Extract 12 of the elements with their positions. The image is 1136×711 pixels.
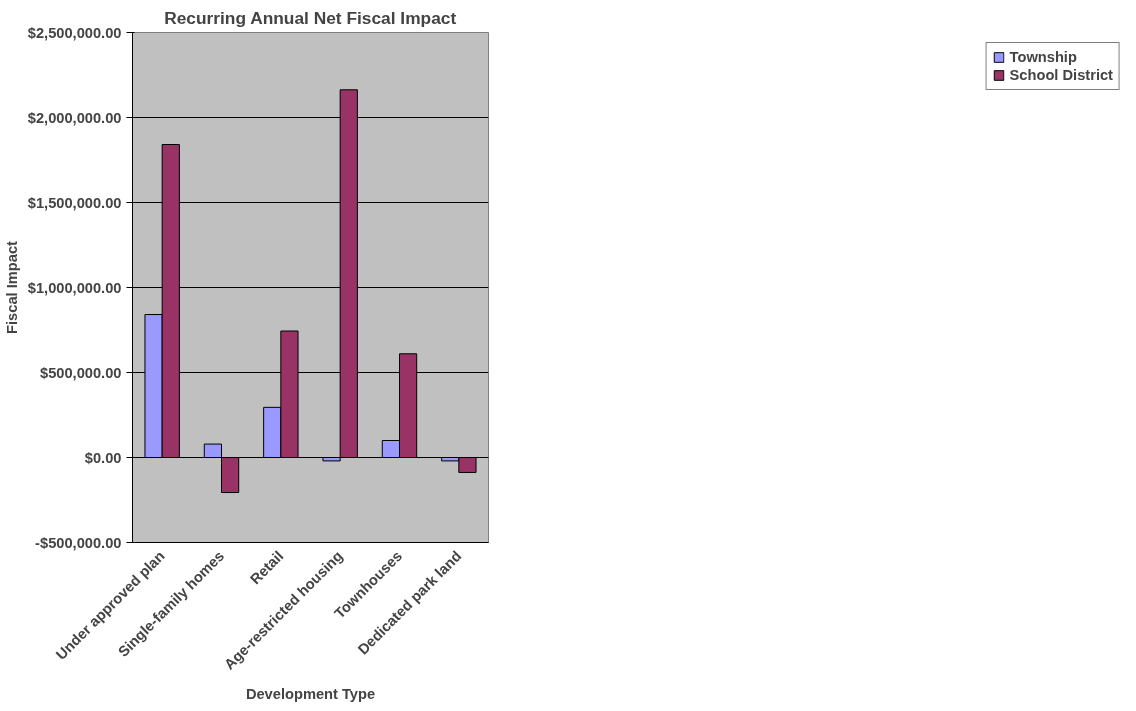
y-tick-label: $2,500,000.00 <box>27 24 122 41</box>
y-axis-title: Fiscal Impact <box>3 240 20 334</box>
legend-label: Township <box>1009 49 1077 65</box>
legend-label: School District <box>1009 67 1113 83</box>
y-tick-label: -$500,000.00 <box>35 534 122 551</box>
y-tick-label: $1,500,000.00 <box>27 194 122 211</box>
y-tick-label: $1,000,000.00 <box>27 279 122 296</box>
chart-title: Recurring Annual Net Fiscal Impact <box>164 7 457 28</box>
y-tick-label: $500,000.00 <box>40 364 122 381</box>
y-tick-label: $2,000,000.00 <box>27 109 122 126</box>
y-tick-label: $0.00 <box>84 449 122 466</box>
x-axis-title: Development Type <box>245 686 376 703</box>
